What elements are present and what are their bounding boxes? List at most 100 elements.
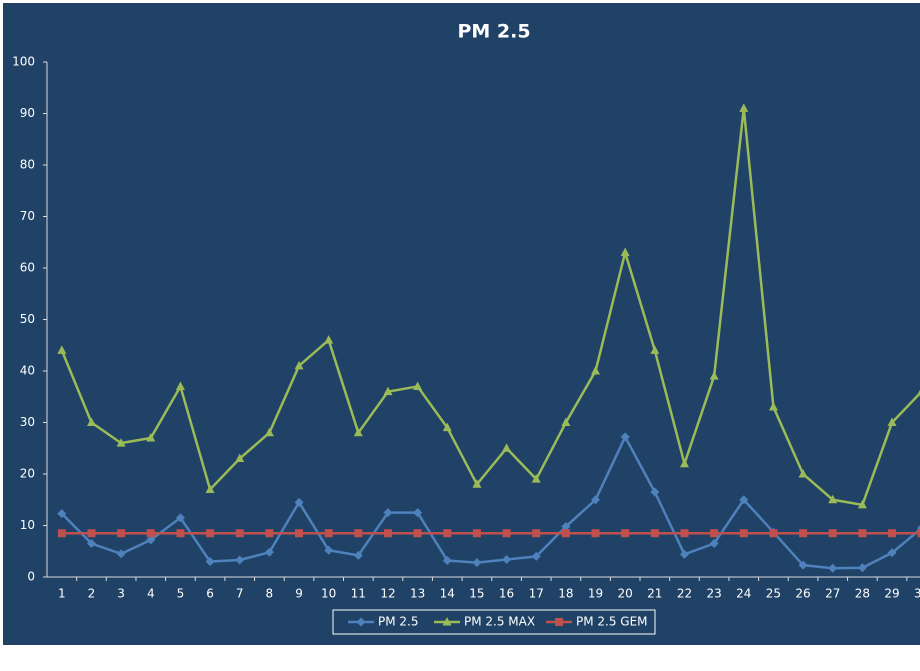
x-tick-label: 27 [825, 587, 840, 601]
y-tick-label: 30 [20, 415, 35, 429]
marker [561, 529, 570, 538]
y-tick-label: 20 [20, 467, 35, 481]
marker [442, 422, 452, 432]
marker [353, 550, 363, 560]
marker [294, 497, 304, 507]
marker [679, 549, 689, 559]
marker [680, 529, 689, 538]
marker [356, 617, 366, 627]
marker [798, 560, 808, 570]
marker [857, 499, 867, 509]
marker [739, 103, 749, 112]
marker [294, 360, 304, 370]
marker [531, 551, 541, 561]
marker [679, 458, 689, 468]
marker [857, 563, 867, 573]
y-tick-label: 50 [20, 312, 35, 326]
marker [650, 345, 660, 354]
marker [235, 453, 245, 463]
marker [117, 529, 126, 538]
x-tick-label: 13 [410, 587, 425, 601]
marker [502, 529, 511, 538]
marker [86, 539, 96, 549]
marker [739, 529, 748, 538]
x-tick-label: 24 [736, 587, 751, 601]
legend-label: PM 2.5 GEM [576, 615, 648, 629]
series-line [60, 108, 920, 507]
x-tick-label: 11 [351, 587, 366, 601]
x-tick-label: 19 [588, 587, 603, 601]
marker [324, 335, 334, 344]
marker [413, 381, 423, 390]
legend-box [332, 609, 656, 635]
marker [620, 432, 630, 442]
marker [828, 529, 837, 538]
marker [57, 509, 67, 519]
marker [555, 618, 563, 626]
chart-title: PM 2.5 [457, 21, 530, 43]
x-tick-label: 8 [266, 587, 274, 601]
marker [591, 495, 601, 505]
x-tick-label: 6 [206, 587, 214, 601]
marker [472, 558, 482, 568]
marker [354, 529, 363, 538]
marker [175, 381, 185, 390]
marker [324, 529, 333, 538]
x-tick-label: 28 [855, 587, 870, 601]
marker [264, 427, 274, 437]
marker [442, 556, 452, 566]
x-tick-label: 29 [884, 587, 899, 601]
marker [709, 371, 719, 380]
legend-label: PM 2.5 MAX [464, 615, 535, 629]
marker [146, 529, 155, 538]
series-line [60, 434, 920, 570]
marker [442, 617, 452, 626]
marker [917, 389, 920, 396]
x-tick-label: 4 [147, 587, 155, 601]
x-tick-label: 9 [295, 587, 303, 601]
marker [769, 529, 778, 538]
marker [116, 438, 126, 447]
x-tick-label: 1 [58, 587, 66, 601]
x-tick-label: 10 [321, 587, 336, 601]
x-tick-label: 18 [558, 587, 573, 601]
marker [799, 529, 808, 538]
marker [116, 549, 126, 559]
marker [383, 529, 392, 538]
marker [502, 554, 512, 564]
marker [561, 522, 571, 532]
marker [235, 555, 245, 565]
x-tick-label: 3 [117, 587, 125, 601]
marker [531, 474, 541, 483]
marker [295, 529, 304, 538]
x-tick-label: 14 [440, 587, 455, 601]
marker [413, 529, 422, 538]
marker [57, 345, 67, 354]
marker [175, 513, 185, 523]
chart-background [3, 3, 920, 645]
marker [591, 366, 601, 375]
legend-label: PM 2.5 [378, 615, 419, 629]
x-tick-label: 25 [766, 587, 781, 601]
marker [324, 545, 334, 555]
marker [768, 402, 778, 411]
y-tick-label: 80 [20, 158, 35, 172]
marker [709, 539, 719, 549]
marker [176, 529, 185, 538]
marker [710, 529, 719, 538]
marker [828, 563, 838, 573]
y-tick-label: 90 [20, 106, 35, 120]
marker [561, 417, 571, 426]
marker [858, 529, 867, 538]
marker [591, 529, 600, 538]
x-tick-label: 22 [677, 587, 692, 601]
marker [621, 529, 630, 538]
marker [472, 529, 481, 538]
marker [86, 417, 96, 426]
x-tick-label: 5 [177, 587, 185, 601]
x-tick-label: 26 [795, 587, 810, 601]
y-tick-label: 60 [20, 261, 35, 275]
marker [353, 427, 363, 437]
marker [650, 487, 660, 497]
